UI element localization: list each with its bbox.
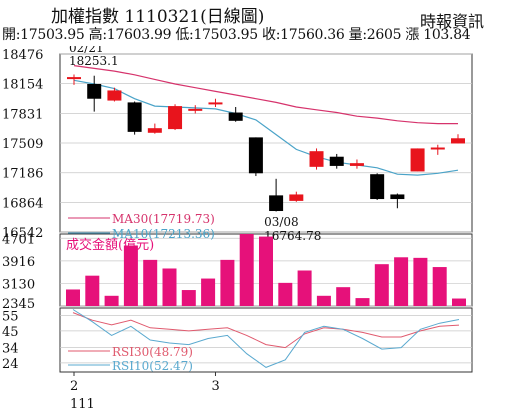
candle-body [430,147,445,150]
candle-body [370,174,385,200]
candle-body [329,156,344,166]
volume-bar [162,268,177,306]
chart-header: 加權指數 1110321(日線圖) 時報資訊 開:17503.95 高:1760… [0,0,515,46]
volume-bar [452,298,466,306]
candle-body [67,77,81,80]
volume-tick-label: 2345 [2,297,35,312]
volume-title: 成交金額(億元) [66,237,154,253]
volume-bar [104,295,119,306]
rsi-panel [72,309,460,368]
candle-body [127,102,142,132]
price-tick-label: 17509 [2,137,43,152]
price-tick-label: 16542 [2,226,43,241]
candle-body [147,128,162,133]
price-tick-label: 17186 [2,167,43,182]
low-annotation-date: 03/08 [264,215,299,229]
volume-bar [143,259,158,306]
volume-bar [374,264,389,306]
price-tick-label: 18476 [2,48,43,63]
volume-bar [181,290,196,306]
candle-body [107,90,122,101]
candle-body [410,148,425,172]
volume-bar [239,234,254,306]
candle-body [248,137,263,174]
volume-bar [278,282,293,306]
panel-frame-2 [59,307,473,373]
volume-bar [123,245,138,306]
rsi10-line [72,309,460,368]
volume-bar [432,267,447,306]
volume-bar [336,287,351,306]
high-annotation-date: 02/21 [69,46,104,55]
volume-bar [297,270,312,306]
rsi-tick-label: 45 [2,325,19,340]
candle-body [309,151,324,167]
volume-panel: 成交金額(億元) [66,234,466,306]
brand-label: 時報資訊 [420,12,485,31]
high-annotation-value: 18253.1 [69,54,119,68]
rsi30-line [72,312,460,349]
price-tick-label: 16864 [2,196,43,211]
rsi-tick-label: 55 [2,310,19,325]
chart-title: 加權指數 1110321(日線圖) [51,7,265,27]
x-tick-label: 2 [70,379,78,394]
volume-bar [394,257,409,306]
volume-bar [316,295,331,306]
legends: MA30(17719.73)MA10(17213.36) RSI30(48.79)… [68,212,215,373]
candle-body [208,102,223,105]
candle-body [390,194,405,200]
volume-bar [66,289,80,306]
ma10-legend-label: MA10(17213.36) [112,227,215,241]
volume-tick-label: 3916 [2,255,35,270]
price-tick-label: 18154 [2,78,43,93]
ohlc-stats: 開:17503.95 高:17603.99 低:17503.95 收:17560… [2,27,471,43]
rsi-tick-label: 24 [2,357,19,372]
candle-body [451,138,465,144]
x-tick-label: 3 [211,379,219,394]
rsi30-legend-label: RSI30(48.79) [112,345,193,359]
candle-body [289,194,304,201]
candle-body [87,84,102,99]
low-annotation-value: 16764.78 [264,229,321,243]
volume-tick-label: 3130 [2,277,35,292]
ma30-legend-label: MA30(17719.73) [112,212,215,226]
candle-body [188,108,203,111]
x-tick-label: 111 [70,397,95,412]
price-tick-label: 17831 [2,107,43,122]
volume-bar [355,298,370,306]
ma10-line [73,79,459,176]
volume-bar [413,257,428,306]
volume-bar [85,275,100,306]
rsi10-legend-label: RSI10(52.47) [112,359,193,373]
volume-tick-label: 4701 [2,232,35,247]
candle-body [168,106,183,130]
volume-bar [220,259,235,306]
candle-body [228,112,243,121]
volume-bar [259,236,273,306]
rsi-tick-label: 34 [2,342,19,357]
volume-bar [201,278,216,306]
ma30-line [73,65,458,125]
candle-body [349,163,364,166]
candle-body [269,195,284,212]
